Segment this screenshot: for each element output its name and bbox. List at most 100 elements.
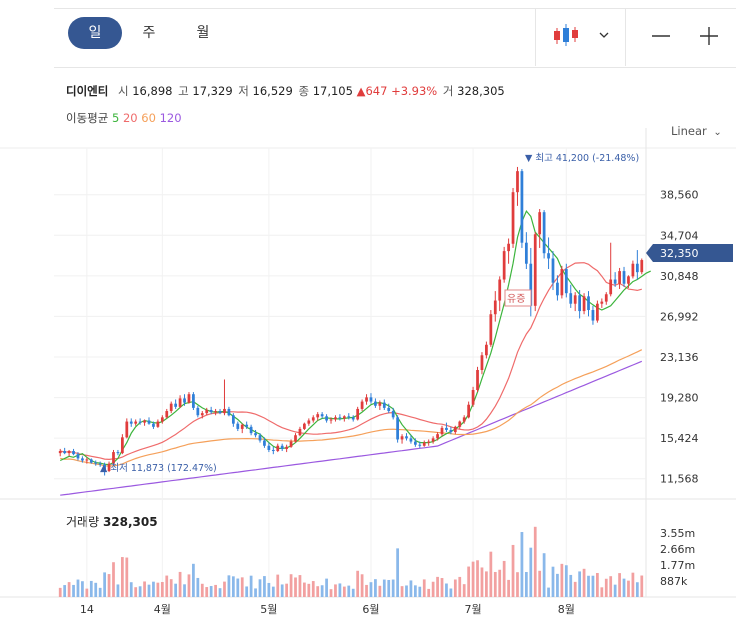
ma60-line — [60, 349, 643, 467]
candle-body — [218, 411, 222, 414]
y-tick-label: 34,704 — [660, 229, 699, 242]
stock-name: 디이엔티 — [66, 84, 109, 98]
candle-body — [511, 192, 515, 244]
candle-body — [320, 414, 324, 417]
ma120-legend[interactable]: 120 — [159, 111, 182, 125]
volume-bar — [635, 582, 639, 597]
candle-body — [143, 420, 146, 423]
volume-bar — [249, 575, 253, 597]
volume-bar — [338, 583, 342, 597]
y-tick-label: 19,280 — [660, 392, 699, 405]
y-tick-label: 15,424 — [660, 432, 699, 445]
volume-bar — [604, 578, 608, 597]
volume-bar — [81, 581, 84, 597]
scale-mode-dropdown[interactable]: Linear ⌄ — [671, 124, 722, 138]
ma5-line — [59, 209, 651, 466]
volume-bar — [396, 548, 399, 597]
period-tab-week[interactable]: 주 — [142, 25, 156, 41]
candle-body — [240, 424, 244, 429]
candle-body — [316, 414, 320, 418]
candle-body — [205, 409, 209, 414]
volume-label: 거 — [442, 84, 454, 98]
candle-body — [356, 408, 360, 420]
volume-bar — [254, 588, 257, 597]
volume-bar — [427, 588, 431, 597]
volume-bar — [356, 570, 360, 597]
candle-body — [107, 463, 111, 472]
ma20-legend[interactable]: 20 — [122, 111, 138, 125]
volume-bar — [209, 586, 213, 597]
candle-body — [542, 212, 546, 254]
volume-bar — [245, 586, 249, 597]
toolbar-divider — [625, 8, 626, 66]
candle-body — [409, 438, 413, 442]
candle-body — [89, 459, 93, 463]
candle-body — [418, 444, 422, 446]
candle-body — [183, 398, 186, 403]
volume-bar — [462, 584, 466, 597]
candle-body — [112, 452, 115, 464]
volume-bar — [600, 587, 604, 597]
candle-body — [245, 424, 249, 427]
candle-body — [276, 445, 280, 452]
volume-bar — [169, 579, 173, 597]
candle-body — [325, 416, 328, 421]
candle-body — [609, 279, 613, 295]
candle-body — [560, 268, 564, 296]
candle-body — [551, 258, 555, 283]
volume-bar — [591, 575, 595, 597]
ma60-legend[interactable]: 60 — [141, 111, 156, 125]
volume-bar — [618, 573, 621, 597]
event-marker-box[interactable] — [504, 289, 532, 307]
candle-body — [365, 397, 368, 402]
volume-tick-label: 2.66m — [660, 543, 695, 556]
candle-body — [556, 282, 559, 296]
moving-average-legend: 이동평균 5 20 60 120 — [66, 110, 182, 126]
high-label: 고 — [178, 84, 189, 98]
volume-bar — [85, 588, 89, 597]
candle-body — [120, 437, 124, 454]
volume-bar — [431, 581, 435, 597]
x-tick-label: 7월 — [465, 603, 482, 616]
candle-body — [529, 263, 533, 306]
period-tab-month[interactable]: 월 — [196, 25, 210, 41]
volume-tick-label: 1.77m — [660, 559, 695, 572]
volume-bar — [520, 532, 524, 597]
volume-bar — [160, 581, 164, 597]
candle-body — [134, 421, 138, 424]
volume-bar — [560, 563, 564, 597]
volume-bar — [298, 575, 302, 597]
moving-average-lines — [59, 209, 651, 496]
candle-body — [502, 251, 506, 280]
x-tick-label: 5월 — [260, 603, 277, 616]
candle-body — [396, 417, 399, 440]
volume-title-label: 거래량 — [66, 515, 100, 529]
volume-bar — [58, 587, 62, 597]
volume-bar — [445, 583, 448, 597]
candle-body — [311, 417, 315, 421]
axes: 38,560 34,704 30,848 26,992 23,136 19,280 15,4… — [80, 189, 699, 616]
candle-body — [214, 411, 217, 413]
candle-body — [129, 421, 133, 424]
candle-body — [400, 436, 404, 440]
candle-body — [271, 449, 275, 452]
event-marker-label[interactable]: 유증 — [507, 293, 525, 305]
candle-body — [440, 427, 444, 435]
close-label: 종 — [298, 84, 310, 98]
volume-bar — [271, 586, 275, 597]
candle-body — [587, 296, 590, 311]
volume-bar — [267, 582, 271, 597]
low-value: 16,529 — [252, 84, 293, 98]
candle-body — [125, 421, 129, 438]
candle-body — [520, 171, 524, 243]
candle-body — [622, 271, 626, 284]
volume-bar — [582, 568, 586, 597]
volume-bars — [58, 526, 644, 597]
candle-body — [635, 263, 639, 273]
period-tab-day[interactable]: 일 — [68, 17, 122, 49]
candle-body — [81, 458, 84, 461]
volume-bar — [400, 586, 404, 597]
ma5-legend[interactable]: 5 — [111, 111, 120, 125]
candle-body — [547, 253, 550, 259]
candle-body — [374, 401, 377, 406]
